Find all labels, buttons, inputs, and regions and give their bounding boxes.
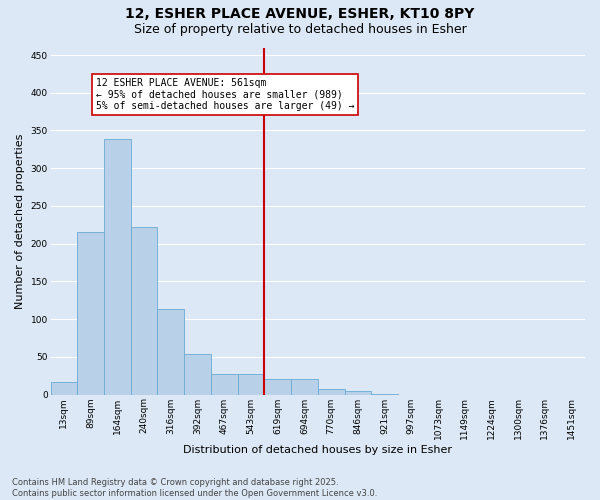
Bar (184, 354, 211, 395)
Bar (318, 388, 344, 394)
Bar (265, 380, 291, 394)
Bar (77, 232, 104, 394)
Bar (104, 139, 131, 394)
Text: 12, ESHER PLACE AVENUE, ESHER, KT10 8PY: 12, ESHER PLACE AVENUE, ESHER, KT10 8PY (125, 8, 475, 22)
Bar (131, 227, 157, 394)
Bar (157, 310, 184, 394)
Bar (50, 382, 77, 394)
Text: Size of property relative to detached houses in Esher: Size of property relative to detached ho… (134, 22, 466, 36)
Text: Contains HM Land Registry data © Crown copyright and database right 2025.
Contai: Contains HM Land Registry data © Crown c… (12, 478, 377, 498)
Bar (211, 374, 238, 394)
Bar (238, 374, 265, 394)
Bar (344, 391, 371, 394)
X-axis label: Distribution of detached houses by size in Esher: Distribution of detached houses by size … (183, 445, 452, 455)
Y-axis label: Number of detached properties: Number of detached properties (15, 134, 25, 308)
Bar (291, 380, 318, 394)
Text: 12 ESHER PLACE AVENUE: 561sqm
← 95% of detached houses are smaller (989)
5% of s: 12 ESHER PLACE AVENUE: 561sqm ← 95% of d… (96, 78, 355, 111)
